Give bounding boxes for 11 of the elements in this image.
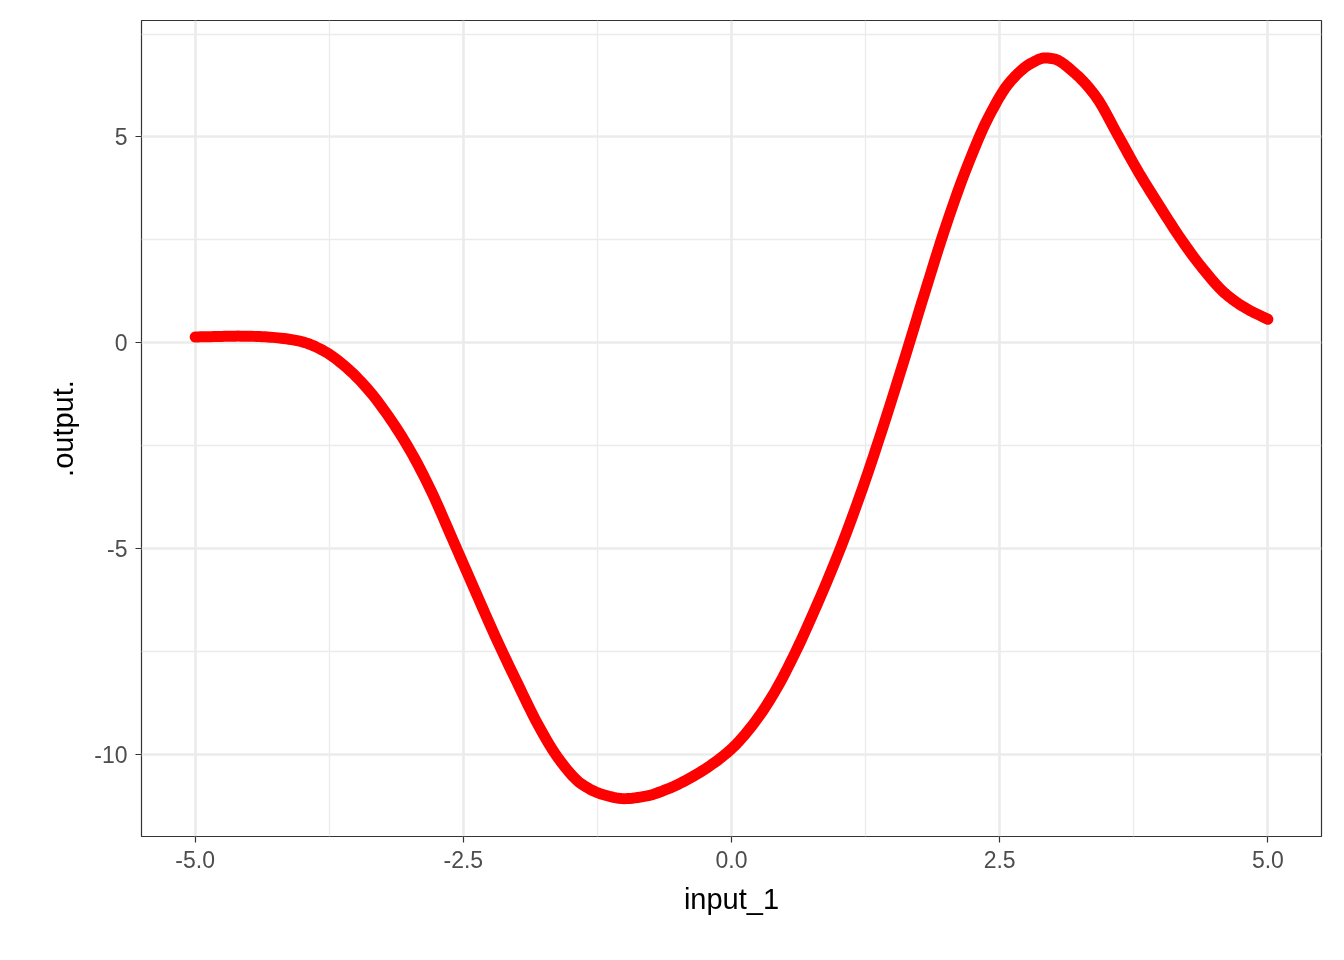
y-tick-label: 0 — [114, 330, 128, 357]
x-tick-label: -5.0 — [175, 846, 215, 873]
y-axis-title: .output. — [47, 380, 80, 477]
y-tick-label: -5 — [107, 535, 128, 562]
x-axis-title: input_1 — [683, 882, 780, 915]
y-tick-label: 5 — [114, 124, 128, 151]
x-tick-label: 0.0 — [715, 846, 748, 873]
x-tick-label: -2.5 — [443, 846, 484, 873]
x-tick-label: 2.5 — [983, 846, 1016, 873]
x-tick-label: 5.0 — [1251, 846, 1284, 873]
y-tick-label: -10 — [94, 741, 128, 768]
